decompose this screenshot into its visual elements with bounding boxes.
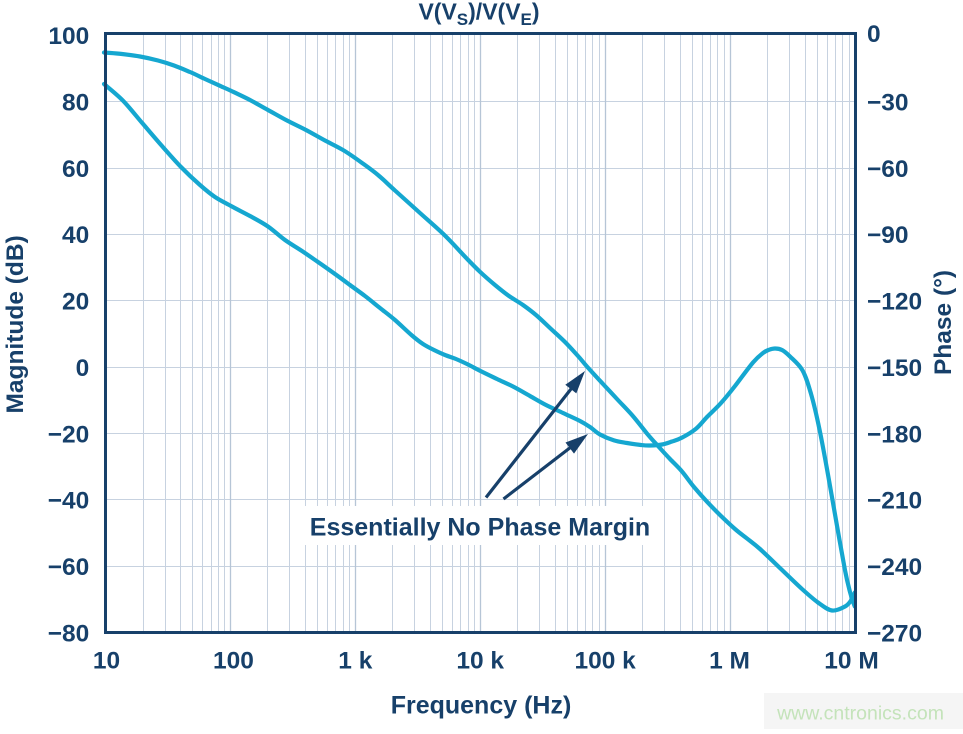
svg-text:−150: −150: [867, 355, 922, 382]
svg-text:60: 60: [62, 156, 89, 183]
svg-text:Essentially No Phase Margin: Essentially No Phase Margin: [310, 514, 650, 542]
svg-text:20: 20: [62, 289, 89, 316]
svg-text:1 k: 1 k: [338, 648, 372, 675]
svg-text:−60: −60: [48, 554, 90, 581]
svg-text:Magnitude (dB): Magnitude (dB): [2, 235, 29, 413]
svg-text:−30: −30: [867, 90, 909, 117]
svg-text:Frequency (Hz): Frequency (Hz): [391, 692, 572, 720]
svg-text:www.cntronics.com: www.cntronics.com: [776, 703, 944, 725]
svg-text:0: 0: [76, 355, 90, 382]
svg-text:10 k: 10 k: [456, 648, 504, 675]
svg-text:40: 40: [62, 222, 89, 249]
svg-text:−240: −240: [867, 554, 922, 581]
svg-text:10 M: 10 M: [824, 648, 878, 675]
svg-text:−270: −270: [867, 620, 922, 647]
svg-text:100: 100: [48, 23, 89, 50]
svg-text:−210: −210: [867, 488, 922, 515]
svg-text:0: 0: [867, 21, 881, 48]
svg-text:100: 100: [213, 648, 254, 675]
svg-text:−120: −120: [867, 289, 922, 316]
svg-text:−180: −180: [867, 421, 922, 448]
svg-text:−40: −40: [48, 488, 90, 515]
svg-text:100 k: 100 k: [574, 648, 636, 675]
svg-text:1 M: 1 M: [709, 648, 750, 675]
svg-text:Phase (°): Phase (°): [930, 270, 957, 375]
svg-text:80: 80: [62, 90, 89, 117]
svg-text:V(VS)/V(VE): V(VS)/V(VE): [418, 0, 539, 29]
svg-text:−80: −80: [48, 620, 90, 647]
svg-text:−90: −90: [867, 222, 909, 249]
svg-text:−20: −20: [48, 421, 90, 448]
svg-text:10: 10: [93, 648, 120, 675]
svg-text:−60: −60: [867, 156, 909, 183]
